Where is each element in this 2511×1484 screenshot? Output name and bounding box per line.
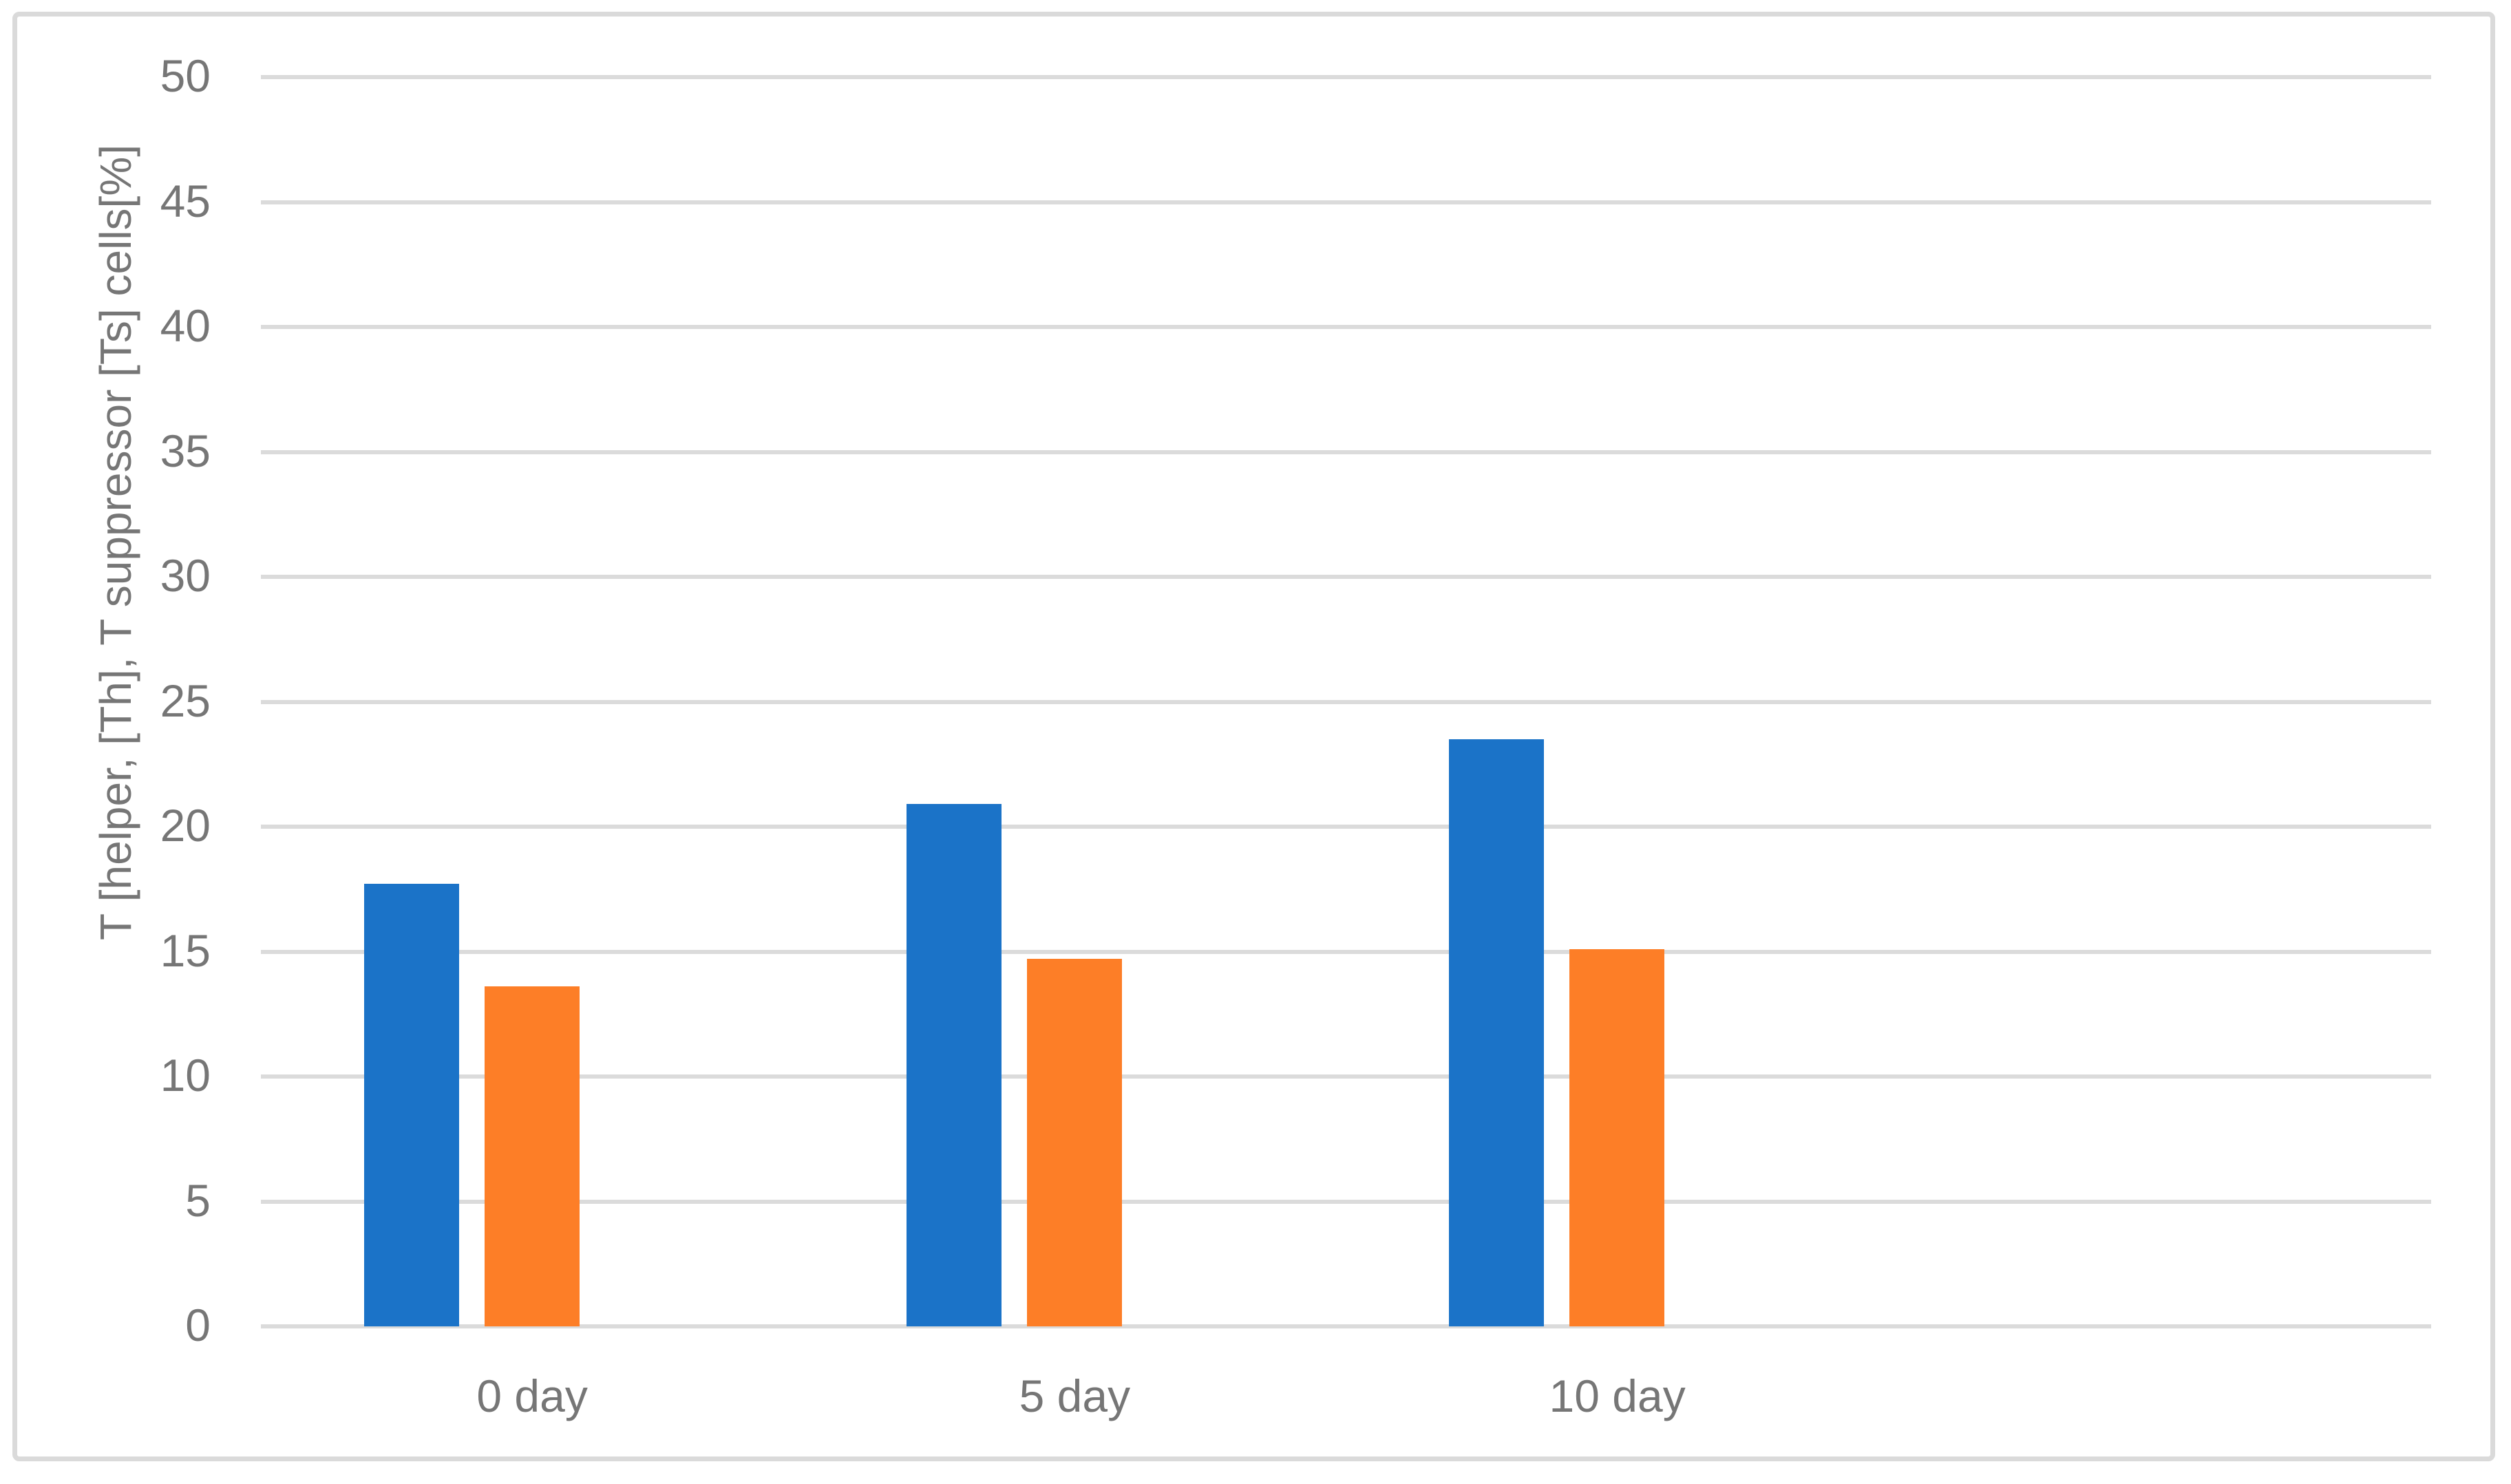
gridline-15 <box>261 949 2431 954</box>
y-tick-label-0: 0 <box>185 1300 211 1350</box>
bar-series2-10-day <box>1569 948 1665 1326</box>
y-tick-label-20: 20 <box>160 800 211 851</box>
y-tick-label-35: 35 <box>160 425 211 476</box>
gridline-25 <box>261 699 2431 704</box>
gridline-40 <box>261 325 2431 329</box>
y-tick-label-15: 15 <box>160 924 211 976</box>
x-tick-label-0-day: 0 day <box>476 1370 588 1421</box>
y-tick-label-10: 10 <box>160 1050 211 1101</box>
gridline-45 <box>261 200 2431 204</box>
bar-series1-0-day <box>363 884 459 1326</box>
gridline-0 <box>261 1324 2431 1328</box>
gridline-20 <box>261 825 2431 829</box>
y-tick-label-25: 25 <box>160 675 211 726</box>
y-tick-label-5: 5 <box>185 1174 211 1226</box>
gridline-30 <box>261 575 2431 579</box>
bar-series1-5-day <box>906 804 1002 1326</box>
gridline-35 <box>261 449 2431 454</box>
bar-series2-5-day <box>1026 959 1122 1326</box>
y-tick-label-40: 40 <box>160 300 211 351</box>
bar-series1-10-day <box>1449 739 1545 1326</box>
bar-series2-0-day <box>484 986 580 1326</box>
gridline-10 <box>261 1074 2431 1079</box>
y-tick-label-45: 45 <box>160 175 211 226</box>
gridline-50 <box>261 75 2431 79</box>
gridline-5 <box>261 1199 2431 1204</box>
y-tick-label-30: 30 <box>160 550 211 601</box>
x-tick-label-10-day: 10 day <box>1549 1370 1686 1421</box>
x-tick-label-5-day: 5 day <box>1019 1370 1131 1421</box>
y-tick-label-50: 50 <box>160 50 211 101</box>
